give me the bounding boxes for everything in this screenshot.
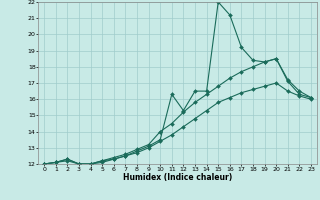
X-axis label: Humidex (Indice chaleur): Humidex (Indice chaleur) xyxy=(123,173,232,182)
